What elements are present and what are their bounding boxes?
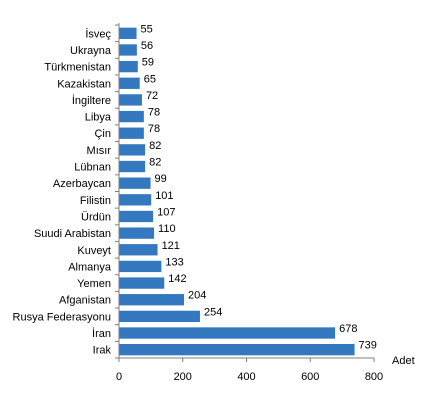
data-label: 133 [165,256,183,268]
bar [119,60,138,73]
data-label: 56 [141,40,153,52]
x-tick-label: 800 [365,371,383,383]
category-label: Irak [93,345,112,357]
category-label: Ürdün [81,211,111,223]
bar [119,27,137,39]
category-label: Afganistan [59,295,111,307]
bar [119,44,137,56]
data-label: 72 [146,90,158,102]
bar [119,94,142,106]
labels-layer: İsveç 55 Ukrayna 56 Türkmenistan 59 Kazakistan… [13,23,377,356]
category-label: Filistin [80,195,111,207]
bar [119,277,165,289]
category-label: Türkmenistan [44,62,111,74]
bar [119,227,155,239]
category-label: Mısır [87,145,112,157]
category-label: İngiltere [72,94,111,107]
data-label: 110 [158,223,176,235]
x-tick-label: 0 [116,371,122,383]
x-tick-label: 400 [237,371,255,383]
data-label: 82 [149,140,161,152]
data-label: 101 [155,190,173,202]
data-label: 78 [148,123,160,135]
category-label: Kuveyt [77,245,111,257]
bar [119,127,144,139]
bars-layer [119,27,355,356]
category-label: Almanya [68,261,112,273]
data-label: 99 [155,173,167,185]
bar [119,244,158,256]
bar [119,344,355,356]
data-label: 82 [149,157,161,169]
bar [119,77,140,89]
category-label: Çin [94,128,111,140]
bar [119,160,146,173]
category-label: Ukrayna [70,45,112,57]
bar [119,210,154,223]
bar [119,194,152,206]
bar [119,177,151,189]
category-label: İran [92,327,111,340]
data-label: 59 [142,57,154,69]
data-label: 142 [168,273,186,285]
category-label: Yemen [77,278,111,290]
data-label: 121 [162,240,180,252]
category-label: Rusya Federasyonu [13,311,111,323]
category-label: Suudi Arabistan [34,228,111,240]
x-axis-unit-label: Adet [392,355,415,367]
data-label: 204 [188,290,206,302]
bar [119,310,200,323]
category-label: İsveç [85,27,111,40]
category-label: Lübnan [74,162,111,174]
bar [119,294,185,306]
bar [119,110,144,123]
data-label: 78 [148,107,160,119]
data-label: 65 [144,73,156,85]
bar [119,327,336,339]
data-label: 254 [204,306,222,318]
x-tick-label: 600 [301,371,319,383]
category-label: Kazakistan [57,78,111,90]
category-label: Libya [85,112,112,124]
x-ticks: 0 200 400 600 800 [115,24,383,383]
bar [119,260,162,273]
x-tick-label: 200 [174,371,192,383]
data-label: 107 [157,206,175,218]
data-label: 678 [339,323,357,335]
data-label: 739 [359,340,377,352]
bar [119,144,146,156]
category-label: Azerbaycan [53,178,111,190]
data-label: 55 [141,23,153,35]
